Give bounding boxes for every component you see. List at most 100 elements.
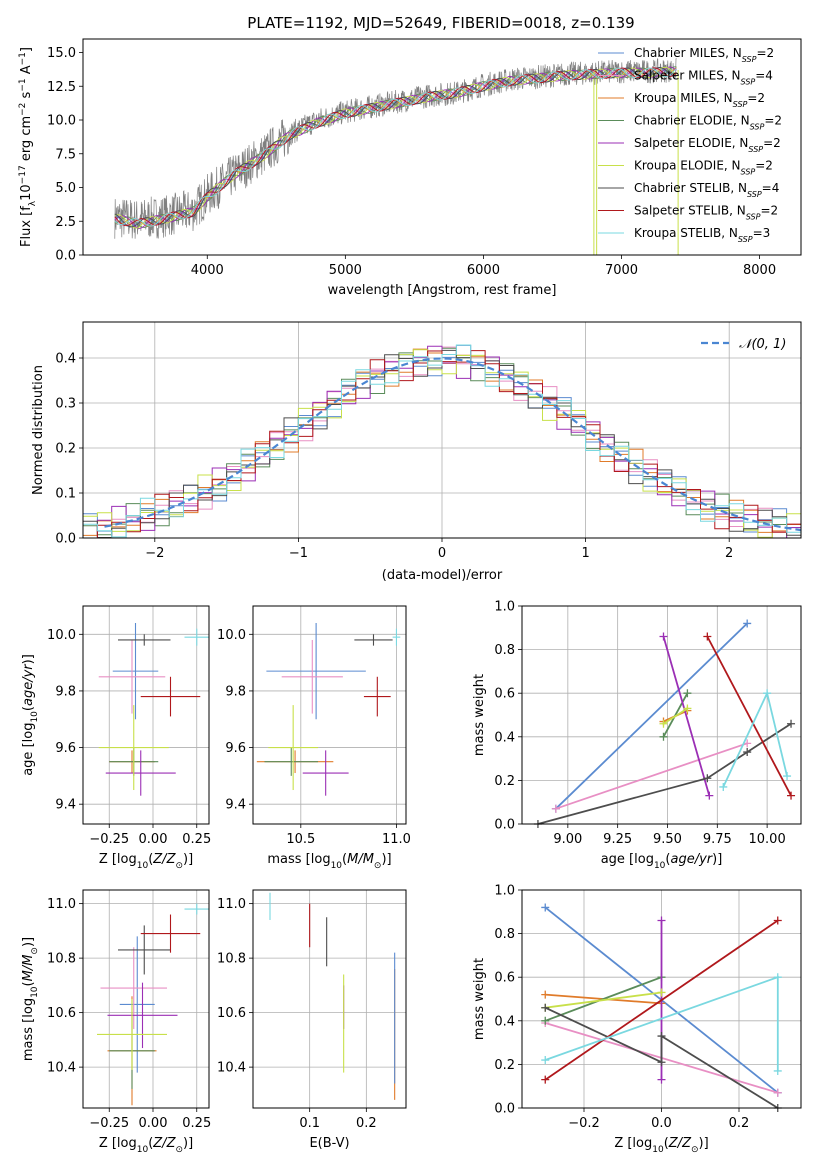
y-tick-label: 0.4 <box>494 730 515 745</box>
plot-frame <box>82 38 802 256</box>
x-tick-label: 0.25 <box>182 1116 211 1131</box>
y-tick-label: 9.6 <box>225 741 246 756</box>
y-tick-label: 10.8 <box>217 952 246 967</box>
x-tick-label: −0.25 <box>89 832 129 847</box>
weight-marker <box>705 791 714 800</box>
model-line <box>114 66 677 229</box>
weight-marker <box>703 632 712 641</box>
y-tick-label: 9.8 <box>225 684 246 699</box>
weight-line <box>544 1006 779 1109</box>
weight-marker <box>657 1075 666 1084</box>
x-tick-label: 4000 <box>191 263 224 278</box>
weight-marker <box>657 1058 666 1067</box>
legend-entry: Salpeter MILES, NSSP=4 <box>634 69 773 87</box>
weight-marker <box>787 791 796 800</box>
y-tick-label: 10.4 <box>47 1061 76 1076</box>
model-line <box>114 66 677 229</box>
spectrum-panel: 4000 5000 6000 7000 8000 0.0 2.5 5.0 7.5 10.0 12.5… <box>18 38 802 298</box>
age-vs-mass-panel: 10.5 11.0 9.4 9.6 9.8 10.0 mass [log10(M/M⊙)] <box>217 605 411 871</box>
y-tick-label: 0.1 <box>55 487 76 502</box>
spectrum-plot-area <box>114 58 679 255</box>
y-tick-label: 0.8 <box>494 927 515 942</box>
x-tick-label: 0.25 <box>182 832 211 847</box>
weight-marker <box>783 772 792 781</box>
x-axis-label: E(B-V) <box>309 1136 349 1151</box>
y-tick-label: 10.8 <box>47 952 76 967</box>
weight-vs-age-panel: 9.00 9.25 9.50 9.75 10.00 0.0 0.2 0.4 0.6 0.8 1.0 a… <box>472 600 802 871</box>
y-tick-label: 10.0 <box>47 628 76 643</box>
y-axis-label: age [log10(age/yr)] <box>21 654 40 776</box>
weight-marker <box>703 774 712 783</box>
y-tick-label: 0.0 <box>494 1102 515 1117</box>
plot-frame <box>82 321 802 539</box>
mass-vs-ebv-panel: 0.1 0.2 10.4 10.6 10.8 11.0 E(B-V) <box>217 889 407 1151</box>
x-tick-label: 7000 <box>605 263 638 278</box>
y-tick-label: 0.0 <box>55 249 76 264</box>
model-line <box>114 67 677 227</box>
x-tick-label: 2 <box>725 546 733 561</box>
legend-entry: Chabrier STELIB, NSSP=4 <box>634 181 779 199</box>
x-tick-label: 8000 <box>743 263 776 278</box>
plot-frame <box>252 889 407 1109</box>
x-tick-label: 9.75 <box>703 832 732 847</box>
x-axis-label: (data-model)/error <box>382 568 503 583</box>
plot-frame <box>252 605 407 825</box>
x-axis-label: Z [log10(Z/Z⊙)] <box>99 852 193 871</box>
age-vs-z-panel: −0.25 0.00 0.25 9.4 9.6 9.8 10.0 Z [log10(Z/Z⊙)… <box>21 605 211 871</box>
weight-marker <box>541 1016 550 1025</box>
weight-marker <box>773 916 782 925</box>
plot-frame <box>521 889 802 1109</box>
weight-line <box>663 707 688 725</box>
weight-marker <box>541 990 550 999</box>
y-tick-label: 7.5 <box>55 147 76 162</box>
y-tick-label: 0.0 <box>55 532 76 547</box>
y-tick-label: 9.8 <box>55 684 76 699</box>
legend-entry: Chabrier MILES, NSSP=2 <box>634 46 774 64</box>
y-tick-label: 10.4 <box>217 1061 246 1076</box>
y-tick-label: 0.0 <box>494 818 515 833</box>
x-tick-label: 6000 <box>467 263 500 278</box>
x-axis-label: Z [log10(Z/Z⊙)] <box>99 1136 193 1155</box>
y-tick-label: 10.0 <box>217 628 246 643</box>
y-tick-label: 12.5 <box>47 80 76 95</box>
x-tick-label: 10.5 <box>286 832 315 847</box>
legend-entry: Chabrier ELODIE, NSSP=2 <box>634 114 782 132</box>
y-tick-label: 0.2 <box>494 774 515 789</box>
weight-line <box>555 622 748 810</box>
normal-curve <box>104 357 801 532</box>
x-tick-label: 0.2 <box>356 1116 377 1131</box>
x-axis-label: age [log10(age/yr)] <box>601 852 723 871</box>
weight-marker <box>657 916 666 925</box>
x-tick-label: −2 <box>145 546 164 561</box>
residuals-plot-area <box>83 344 801 538</box>
y-tick-label: 5.0 <box>55 181 76 196</box>
y-tick-label: 0.3 <box>55 397 76 412</box>
x-tick-label: 9.50 <box>653 832 682 847</box>
weight-vs-z-panel: −0.2 0.0 0.2 0.0 0.2 0.4 0.6 0.8 1.0 Z [log10(Z/Z… <box>472 884 802 1155</box>
x-tick-label: −0.25 <box>89 1116 129 1131</box>
plot-frame <box>521 605 802 825</box>
weight-line <box>545 991 662 1009</box>
weight-marker <box>683 704 692 713</box>
x-tick-label: 0 <box>438 546 446 561</box>
y-tick-label: 9.4 <box>55 798 76 813</box>
y-tick-label: 10.0 <box>47 114 76 129</box>
weight-marker <box>659 719 668 728</box>
plot-frame <box>82 889 210 1109</box>
x-tick-label: 9.25 <box>603 832 632 847</box>
x-tick-label: 0.00 <box>139 1116 168 1131</box>
x-tick-label: 9.00 <box>553 832 582 847</box>
y-tick-label: 0.4 <box>55 352 76 367</box>
figure-title: PLATE=1192, MJD=52649, FIBERID=0018, z=0… <box>247 14 634 32</box>
y-tick-label: 10.6 <box>47 1006 76 1021</box>
plot-frame <box>82 605 210 825</box>
legend-entry: 𝒩(0, 1) <box>739 337 786 352</box>
weight-marker <box>743 619 752 628</box>
legend-entry: Salpeter STELIB, NSSP=2 <box>634 204 778 222</box>
y-tick-label: 0.2 <box>494 1058 515 1073</box>
x-tick-label: 11.0 <box>382 832 411 847</box>
y-tick-label: 0.6 <box>494 687 515 702</box>
spectrum-legend: Chabrier MILES, NSSP=2 Salpeter MILES, NS… <box>598 46 782 244</box>
x-tick-label: 1 <box>581 546 589 561</box>
